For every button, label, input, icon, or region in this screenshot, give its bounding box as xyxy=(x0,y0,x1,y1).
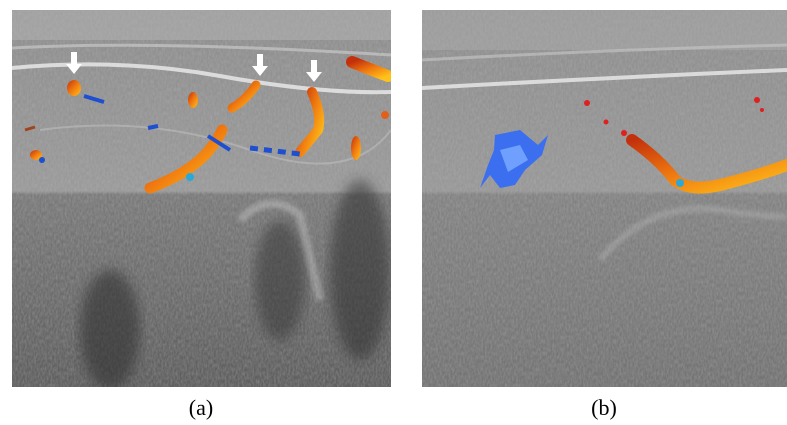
ultrasound-a xyxy=(12,10,391,390)
ultrasound-b xyxy=(422,10,787,387)
panel-label: (a) xyxy=(189,395,213,420)
panel-label: (b) xyxy=(591,395,617,420)
figure: (a) (b) xyxy=(0,0,787,425)
page: {"panels": [{"label": "(a)"}, {"label": … xyxy=(0,0,787,425)
